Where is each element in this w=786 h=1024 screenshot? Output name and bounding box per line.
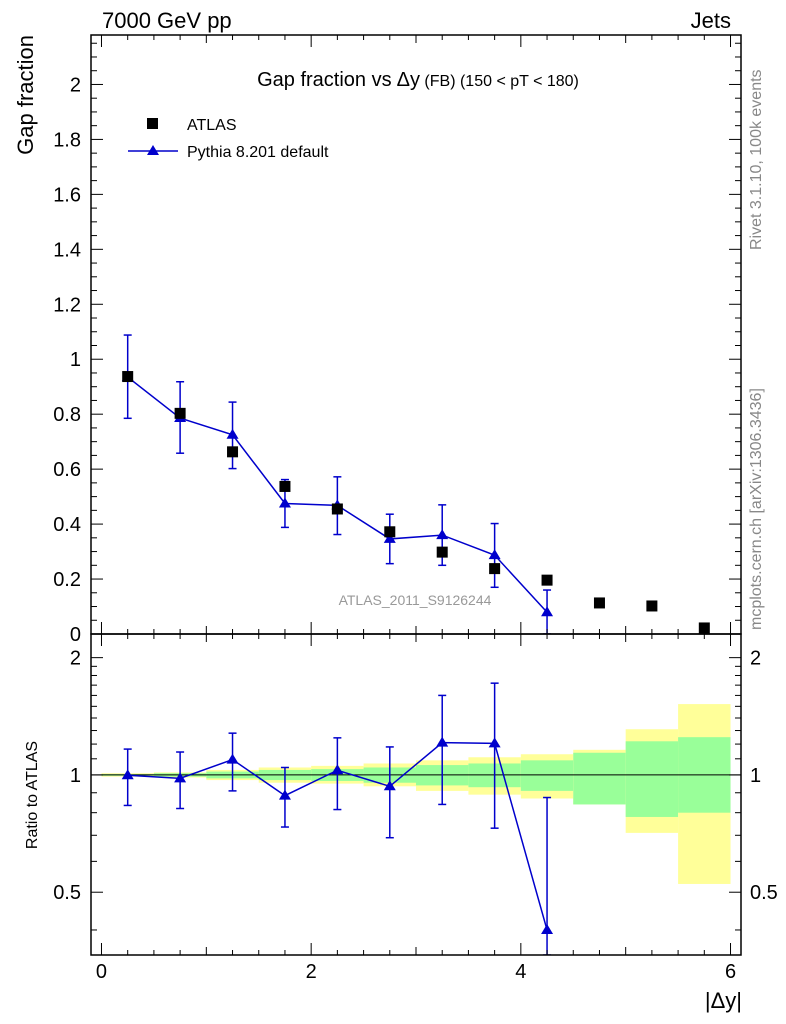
main-plot-data [121,334,710,634]
ratio-ylabel: Ratio to ATLAS [24,741,41,849]
main-ytick-label: 1.6 [53,184,81,206]
ratio-ytick-label-left: 2 [70,648,81,670]
main-title: Gap fraction vs Δy (FB) (150 < pT < 180) [257,69,579,91]
ratio-uncertainty-bands [101,704,731,884]
atlas-point [122,371,134,383]
atlas-point [227,446,239,458]
legend-atlas-label: ATLAS [187,117,237,134]
rivet-label: Rivet 3.1.10, 100k events [748,69,765,250]
main-ylabel: Gap fraction [13,35,38,155]
atlas-point [646,600,658,612]
legend-pythia-label: Pythia 8.201 default [187,144,329,161]
main-ytick-label: 1 [70,349,81,371]
title-rest: (150 < pT < 180) [456,73,579,90]
ratio-pythia-point [278,789,291,800]
ratio-ytick-label-left: 0.5 [53,882,81,904]
pythia-point [488,549,501,560]
ratio-xtick-label: 0 [96,961,107,983]
axis-ticks [91,35,741,955]
analysis-watermark: ATLAS_2011_S9126244 [339,592,492,608]
ratio-ytick-label-right: 1 [750,765,761,787]
ratio-pythia-point [331,764,344,775]
ratio-ytick-label-right: 0.5 [750,882,778,904]
ratio-xtick-label: 6 [725,961,736,983]
legend-atlas-marker [147,118,158,129]
main-ytick-label: 0.4 [53,514,81,536]
ratio-pythia-point [174,772,187,783]
title-main: Gap fraction vs [257,69,392,91]
title-fb: (FB) [420,73,456,90]
atlas-point [593,597,605,609]
band-green [573,752,626,805]
atlas-point [489,563,501,575]
ratio-pythia-point [383,780,396,791]
header-left: 7000 GeV pp [102,8,232,33]
ratio-plot-data [121,682,554,955]
main-ytick-label: 1.4 [53,239,81,261]
main-ytick-label: 1.8 [53,129,81,151]
atlas-point [698,622,710,634]
atlas-point [384,526,396,538]
ratio-pythia-point [121,769,134,780]
atlas-point [331,503,343,515]
atlas-point [174,407,186,419]
atlas-point [436,546,448,558]
atlas-point [541,574,553,586]
header-right: Jets [691,8,731,33]
main-ytick-label: 0.2 [53,569,81,591]
ratio-pythia-point [541,923,554,934]
pythia-point [436,529,449,540]
main-ytick-label: 1.2 [53,294,81,316]
axis-tick-labels: 00.20.40.60.811.21.41.61.820.5 0.51 12 20 2 4… [53,74,778,983]
ratio-ytick-label-left: 1 [70,765,81,787]
legend-pythia-marker [147,145,159,155]
ratio-pythia-point [436,736,449,747]
mcplots-label: mcplots.cern.ch [arXiv:1306.3436] [748,388,765,630]
title-delta: Δy [397,69,420,91]
main-ytick-label: 2 [70,74,81,96]
atlas-point [279,480,291,492]
ratio-ytick-label-right: 2 [750,648,761,670]
ratio-xtick-label: 2 [306,961,317,983]
main-ytick-label: 0.8 [53,404,81,426]
ratio-xlabel: |Δy| [705,988,742,1013]
main-ytick-label: 0 [70,624,81,646]
ratio-pythia-point [488,737,501,748]
band-green [520,760,574,791]
ratio-pythia-point [226,753,239,764]
ratio-xtick-label: 4 [515,961,526,983]
band-green [625,741,679,817]
pythia-point [226,428,239,439]
main-ytick-label: 0.6 [53,459,81,481]
pythia-point [278,497,291,508]
pythia-point [541,606,554,617]
pythia-point [383,532,396,543]
legend: ATLAS Pythia 8.201 default [128,117,329,161]
